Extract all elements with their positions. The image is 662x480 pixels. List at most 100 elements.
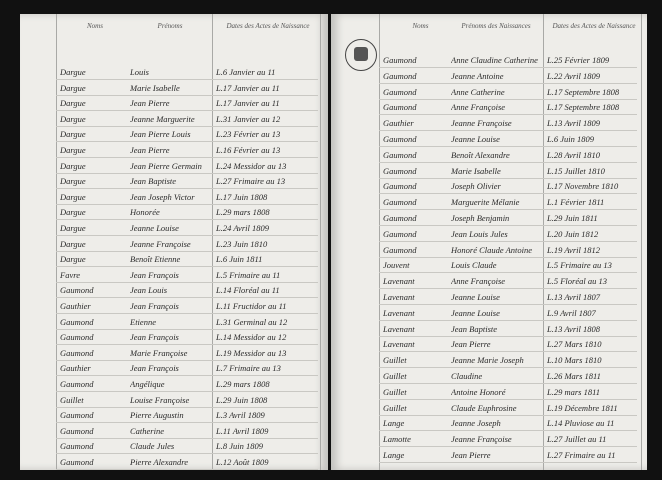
register-row: Gaumond Marie Françoise L.19 Messidor au 1… [56, 345, 318, 361]
column-rule [543, 14, 544, 470]
birth-date: L.11 Fructidor au 11 [216, 301, 287, 311]
register-row: Lamotte Jeanne Françoise L.27 Juillet au 1… [379, 431, 637, 448]
birth-date: L.3 Avril 1809 [216, 410, 265, 421]
surname: Gaumond [60, 285, 94, 296]
given-names: Jeanne Françoise [451, 434, 512, 445]
surname: Dargue [60, 113, 86, 124]
register-row: Gauthier Jean François L.11 Fructidor au 1… [56, 298, 318, 314]
given-names: Jeanne Françoise [130, 238, 191, 249]
given-names: Catherine [130, 425, 164, 436]
given-names: Louis [130, 67, 149, 77]
birth-date: L.8 Juin 1809 [216, 441, 263, 452]
birth-date: L.6 Juin 1811 [216, 254, 263, 265]
column-rule [379, 14, 380, 470]
birth-date: L.31 Germinal au 12 [216, 316, 288, 327]
surname: Dargue [60, 129, 86, 140]
register-row: Gaumond Catherine L.11 Avril 1809 [56, 423, 318, 439]
surname: Dargue [60, 191, 86, 202]
surname: Gaumond [60, 316, 94, 327]
given-names: Antoine Honoré [451, 386, 506, 397]
birth-date: L.13 Avril 1808 [547, 323, 600, 334]
given-names: Jean Pierre [451, 339, 491, 350]
given-names: Jeanne Joseph [451, 418, 501, 429]
given-names: Jean Louis Jules [451, 228, 508, 239]
register-row: Guillet Louise Françoise L.29 Juin 1808 [56, 392, 318, 408]
left-page: Noms Prénoms Dates des Actes de Naissance D… [20, 14, 328, 470]
given-names: Jean François [130, 363, 179, 374]
register-row: Gaumond Etienne L.31 Germinal au 12 [56, 314, 318, 330]
birth-date: L.20 Juin 1812 [547, 228, 599, 239]
register-row: Guillet Claudine L.26 Mars 1811 [379, 368, 637, 384]
register-row: Gaumond Pierre Alexandre L.12 Août 1809 [56, 454, 318, 470]
register-row: Gauthier Jean François L.7 Frimaire au 13 [56, 360, 318, 377]
surname: Dargue [60, 67, 86, 77]
birth-date: L.13 Avril 1807 [547, 292, 600, 302]
given-names: Pierre Alexandre [130, 457, 188, 467]
right-page: Noms Prénoms des Naissances Dates des Acte… [331, 14, 647, 470]
surname: Jouvent [383, 260, 410, 271]
given-names: Claude Jules [130, 441, 175, 452]
register-row: Dargue Honorée L.29 mars 1808 [56, 204, 318, 221]
surname: Lavenant [383, 292, 415, 302]
given-names: Jean Joseph Victor [130, 191, 195, 202]
register-row: Lavenant Jeanne Louise L.13 Avril 1807 [379, 289, 637, 305]
birth-date: L.22 Avril 1809 [547, 70, 600, 81]
given-names: Benoît Alexandre [451, 149, 510, 160]
surname: Lavenant [383, 307, 415, 318]
given-names: Angélique [130, 379, 165, 389]
surname: Lavenant [383, 323, 415, 334]
surname: Gaumond [60, 425, 94, 436]
register-row: Gaumond Claude Jules L.8 Juin 1809 [56, 438, 318, 455]
surname: Gaumond [60, 410, 94, 421]
surname: Dargue [60, 82, 86, 93]
column-rule [641, 14, 642, 470]
register-row: Gauthier Jeanne Françoise L.13 Avril 1809 [379, 115, 637, 132]
register-row: Dargue Marie Isabelle L.17 Janvier au 11 [56, 80, 318, 96]
given-names: Etienne [130, 316, 156, 327]
surname: Gaumond [383, 213, 417, 223]
given-names: Marguerite Mélanie [451, 197, 520, 208]
birth-date: L.17 Janvier au 11 [216, 82, 280, 93]
birth-date: L.15 Juillet 1810 [547, 165, 605, 176]
register-row: Gaumond Joseph Benjamin L.29 Juin 1811 [379, 210, 637, 226]
surname: Dargue [60, 98, 86, 109]
birth-date: L.14 Pluviose au 11 [547, 418, 615, 429]
given-names: Honorée [130, 207, 160, 218]
register-row: Gaumond Honoré Claude Antoine L.19 Avril 1… [379, 242, 637, 258]
surname: Gauthier [60, 363, 91, 374]
surname: Dargue [60, 176, 86, 187]
given-names: Benoît Etienne [130, 254, 181, 265]
surname: Dargue [60, 160, 86, 171]
register-row: Dargue Benoît Etienne L.6 Juin 1811 [56, 251, 318, 268]
birth-date: L.6 Juin 1809 [547, 134, 594, 144]
birth-date: L.31 Janvier au 12 [216, 113, 281, 124]
surname: Lamotte [383, 434, 411, 445]
birth-date: L.27 Frimaire au 13 [216, 176, 286, 187]
given-names: Anne Claudine Catherine [451, 55, 538, 65]
register-row: Gaumond Anne Françoise L.17 Septembre 1808 [379, 99, 637, 116]
register-row: Dargue Jean Pierre Louis L.23 Février au 1… [56, 126, 318, 143]
birth-date: L.19 Avril 1812 [547, 244, 600, 255]
given-names: Marie Isabelle [451, 165, 501, 176]
given-names: Anne Françoise [451, 102, 506, 113]
birth-date: L.16 Février au 13 [216, 145, 281, 155]
given-names: Louise Françoise [130, 394, 190, 405]
surname: Gaumond [60, 332, 94, 343]
given-names: Louis Claude [451, 260, 497, 271]
register-row: Gaumond Jean Louis Jules L.20 Juin 1812 [379, 226, 637, 242]
register-row: Gaumond Marie Isabelle L.15 Juillet 1810 [379, 163, 637, 179]
column-header: Noms [87, 22, 103, 30]
given-names: Jean Baptiste [451, 323, 498, 334]
given-names: Jean Pierre Germain [130, 160, 202, 171]
register-row: Gaumond Jeanne Antoine L.22 Avril 1809 [379, 68, 637, 84]
column-header: Dates des Actes de Naissance [226, 22, 310, 30]
register-row: Lavenant Jean Baptiste L.13 Avril 1808 [379, 321, 637, 337]
birth-date: L.26 Mars 1811 [547, 371, 601, 381]
birth-date: L.29 mars 1808 [216, 379, 270, 389]
birth-date: L.27 Juillet au 11 [547, 434, 607, 445]
birth-date: L.6 Janvier au 11 [216, 67, 276, 77]
given-names: Jeanne Louise [451, 307, 500, 318]
register-row: Gaumond Angélique L.29 mars 1808 [56, 376, 318, 392]
register-row: Dargue Jeanne Françoise L.23 Juin 1810 [56, 236, 318, 252]
